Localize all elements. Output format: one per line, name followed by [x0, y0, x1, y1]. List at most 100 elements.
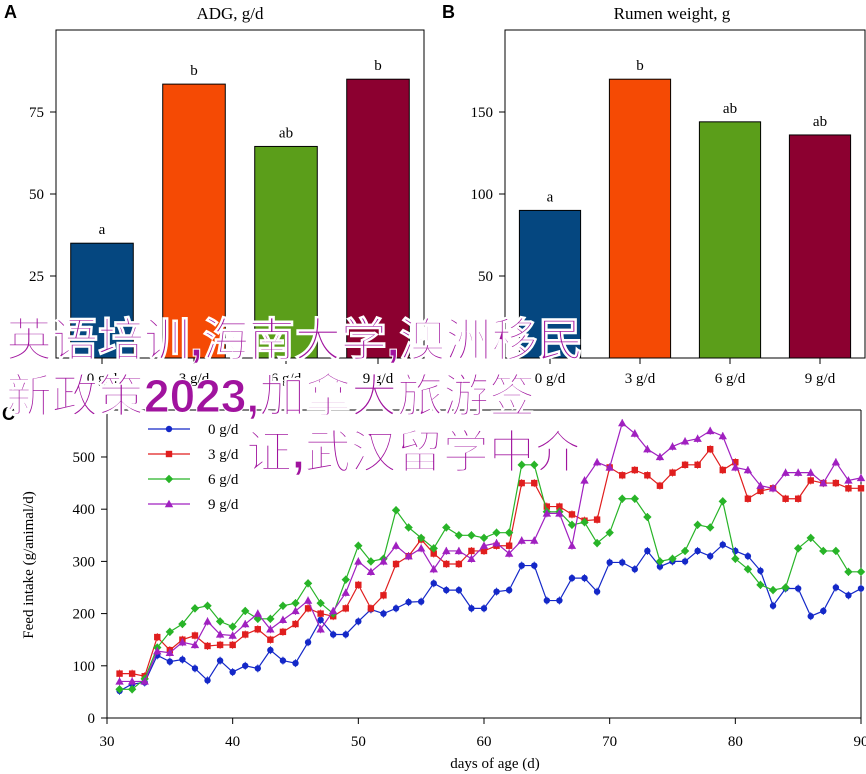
panel-c-point [253, 609, 262, 617]
panel-c-point [668, 442, 677, 450]
panel-c-point [367, 605, 375, 612]
watermark-overlay: 英语培训,海南大学,澳洲移民 新政策2023,加拿大旅游签 证,武汉留学中介 [6, 314, 585, 479]
panel-c-point [845, 592, 852, 599]
panel-b-title: Rumen weight, g [614, 4, 731, 23]
panel-c-point [768, 585, 778, 595]
panel-c-point [669, 469, 676, 476]
panel-c-point [215, 630, 225, 638]
panel-c-point [166, 658, 174, 665]
panel-c-point [743, 565, 753, 574]
panel-c-point [793, 468, 803, 476]
panel-c-point [165, 648, 175, 656]
panel-c-point [266, 625, 275, 633]
panel-c-point [417, 598, 425, 605]
panel-c-x-tick-label: 70 [602, 734, 617, 750]
panel-c-point [266, 614, 275, 624]
panel-c-point [580, 476, 589, 484]
panel-c-point [479, 533, 489, 543]
panel-c-point [618, 418, 627, 427]
panel-a-y-tick-label: 75 [29, 105, 44, 121]
panel-c-point [581, 574, 588, 582]
panel-a-significance-letter: a [99, 222, 106, 238]
panel-c-legend-marker [164, 499, 174, 508]
panel-c-point [693, 520, 702, 530]
panel-c-point [831, 458, 841, 466]
panel-c-point [756, 580, 765, 590]
panel-c-point [592, 538, 602, 548]
panel-c-point [794, 495, 802, 502]
panel-c-point [531, 562, 538, 569]
panel-c-point [605, 528, 614, 537]
panel-c-point [492, 538, 501, 547]
panel-b-bar [698, 121, 762, 359]
panel-c-x-tick-label: 90 [854, 734, 866, 750]
panel-c-point [542, 509, 552, 517]
panel-c-marks: 0 100 200 300 400 500 30 40 50 60 70 80 90 [73, 418, 866, 750]
panel-c-point [719, 466, 726, 474]
panel-c-point [190, 604, 200, 613]
panel-b-marks: 50 100 150 a 0 g/d b 3 g/d ab 6 g/d ab 9 g/d [471, 58, 852, 387]
panel-c-point [342, 605, 349, 612]
panel-b-y-tick-label: 150 [471, 105, 494, 121]
panel-c-point [706, 523, 715, 532]
panel-c-point [693, 434, 702, 442]
panel-c-point [153, 646, 162, 655]
panel-c-point [630, 494, 639, 503]
panel-c-point [656, 563, 664, 570]
panel-c-point [844, 476, 853, 484]
panel-a-x-tick-label: 0 g/d [87, 371, 118, 387]
panel-c-x-tick-label: 30 [100, 734, 115, 750]
panel-c-point [718, 431, 727, 440]
panel-c-point [504, 549, 514, 557]
panel-c-point [556, 597, 563, 604]
panel-c-point [405, 598, 412, 606]
panel-c-point [391, 541, 401, 549]
panel-c-point [592, 458, 602, 466]
panel-c-point [341, 588, 350, 596]
panel-c-y-tick-label: 0 [88, 711, 96, 727]
panel-a-bar-chart: A ADG, g/d 25 50 75 a 0 g/d b 3 g/d ab 6 g/d b 9 g… [4, 2, 425, 387]
panel-c-x-axis-label: days of age (d) [450, 756, 540, 772]
panel-c-point [543, 503, 551, 510]
panel-b-label: B [442, 2, 455, 22]
panel-c-point [242, 631, 249, 638]
panel-c-point [316, 598, 325, 608]
panel-a-x-tick-label: 3 g/d [179, 371, 210, 387]
panel-c-point [680, 437, 690, 445]
panel-a-x-tick-label: 9 g/d [363, 371, 394, 387]
panel-c-point [530, 536, 539, 544]
panel-c-point [694, 461, 701, 469]
panel-c-point [631, 466, 638, 474]
panel-c-point [443, 586, 450, 594]
panel-b-x-tick-label: 6 g/d [715, 371, 746, 387]
panel-c-point [292, 620, 299, 628]
panel-c-point [241, 619, 250, 628]
panel-c-point [644, 472, 651, 479]
panel-c-point [605, 463, 614, 471]
panel-c-point [341, 575, 350, 584]
panel-c-point [455, 586, 463, 594]
panel-c-point [292, 659, 299, 667]
panel-c-point [819, 546, 828, 556]
panel-c-point [267, 636, 274, 643]
panel-c-point [379, 557, 388, 565]
panel-c-point [517, 536, 526, 544]
panel-c-point [556, 503, 563, 510]
panel-c-point [807, 613, 814, 620]
panel-c-legend-marker [165, 425, 173, 433]
panel-c-point [845, 485, 852, 492]
panel-c-point [442, 546, 451, 555]
panel-c-point [203, 617, 212, 625]
panel-a-bar [254, 145, 318, 359]
panel-c-point [116, 670, 123, 677]
panel-c-line-chart: C days of age (d) Feed intake (g/animal/… [2, 404, 866, 772]
panel-c-point [781, 468, 790, 476]
panel-a-bar [162, 83, 226, 359]
panel-c-point [504, 528, 514, 537]
panel-c-point [354, 541, 363, 550]
panel-c-point [380, 610, 387, 617]
panel-c-point [455, 560, 463, 568]
panel-c-point [391, 506, 401, 515]
panel-c-point [757, 567, 764, 574]
